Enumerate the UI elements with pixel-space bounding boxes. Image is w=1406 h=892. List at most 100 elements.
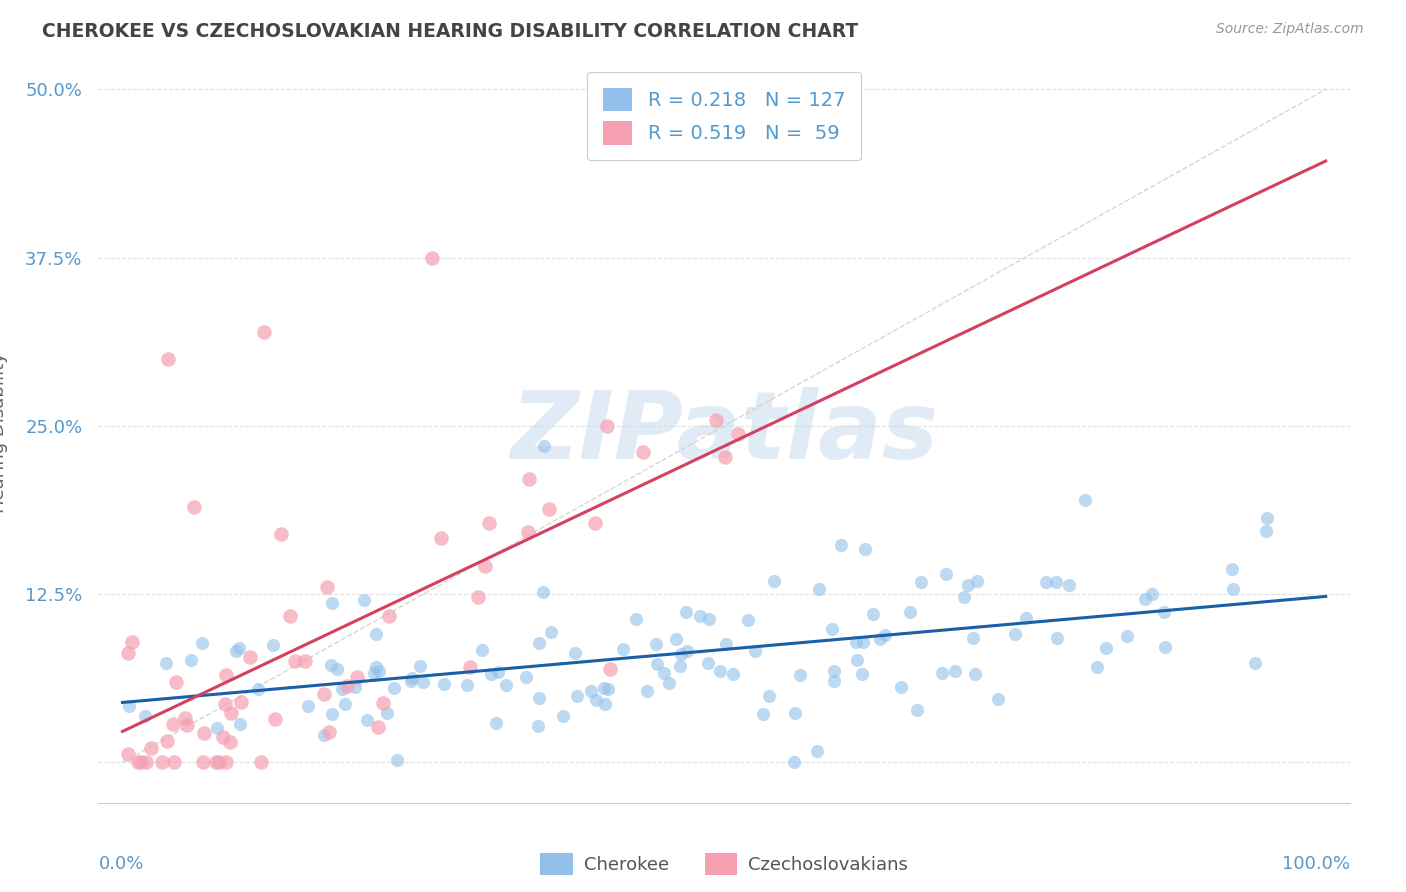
- Point: [129, 756, 152, 770]
- Point: [321, 707, 343, 722]
- Point: [479, 666, 502, 681]
- Point: [709, 665, 731, 679]
- Point: [156, 734, 179, 748]
- Point: [190, 636, 212, 650]
- Text: 100.0%: 100.0%: [1282, 855, 1350, 872]
- Point: [478, 516, 501, 530]
- Point: [721, 667, 744, 681]
- Point: [219, 735, 242, 749]
- Text: ZIPatlas: ZIPatlas: [510, 386, 938, 479]
- Point: [430, 531, 453, 545]
- Point: [412, 674, 434, 689]
- Point: [527, 690, 550, 705]
- Point: [163, 756, 186, 770]
- Point: [807, 582, 830, 596]
- Point: [533, 585, 555, 599]
- Point: [986, 691, 1008, 706]
- Point: [875, 628, 897, 642]
- Point: [1045, 575, 1067, 590]
- Point: [583, 516, 606, 531]
- Point: [150, 756, 173, 770]
- Point: [330, 681, 353, 696]
- Point: [470, 643, 492, 657]
- Point: [631, 445, 654, 459]
- Point: [737, 613, 759, 627]
- Point: [966, 574, 988, 589]
- Point: [853, 541, 876, 556]
- Point: [263, 712, 285, 726]
- Point: [821, 622, 844, 636]
- Point: [262, 638, 284, 652]
- Point: [318, 725, 340, 739]
- Point: [231, 695, 253, 709]
- Point: [806, 743, 828, 757]
- Point: [1133, 591, 1156, 606]
- Point: [456, 678, 478, 692]
- Point: [387, 753, 409, 767]
- Point: [1256, 511, 1278, 525]
- Point: [121, 635, 143, 649]
- Point: [270, 526, 292, 541]
- Text: 0.0%: 0.0%: [98, 855, 143, 872]
- Point: [697, 656, 720, 670]
- Point: [335, 697, 357, 711]
- Point: [905, 703, 928, 717]
- Point: [284, 654, 307, 668]
- Point: [1142, 586, 1164, 600]
- Point: [165, 675, 187, 690]
- Point: [321, 596, 343, 610]
- Point: [553, 709, 575, 723]
- Point: [207, 721, 229, 735]
- Point: [155, 657, 177, 671]
- Point: [675, 605, 697, 619]
- Point: [297, 698, 319, 713]
- Point: [183, 500, 205, 514]
- Point: [598, 681, 620, 696]
- Point: [1254, 524, 1277, 538]
- Point: [956, 578, 979, 592]
- Point: [644, 636, 666, 650]
- Legend: Cherokee, Czechoslovakians: Cherokee, Czechoslovakians: [533, 847, 915, 882]
- Point: [1074, 492, 1097, 507]
- Point: [495, 678, 517, 692]
- Point: [599, 662, 621, 676]
- Point: [1153, 640, 1175, 654]
- Point: [1153, 605, 1175, 619]
- Point: [744, 644, 766, 658]
- Point: [409, 659, 432, 673]
- Point: [208, 756, 231, 770]
- Point: [326, 662, 349, 676]
- Point: [474, 559, 496, 574]
- Point: [540, 624, 562, 639]
- Point: [433, 677, 456, 691]
- Point: [343, 680, 366, 694]
- Point: [253, 325, 276, 339]
- Point: [204, 756, 226, 770]
- Point: [336, 679, 359, 693]
- Point: [467, 591, 489, 605]
- Point: [527, 719, 550, 733]
- Point: [624, 612, 647, 626]
- Point: [139, 740, 162, 755]
- Point: [533, 439, 555, 453]
- Point: [676, 644, 699, 658]
- Point: [229, 716, 252, 731]
- Point: [176, 718, 198, 732]
- Point: [239, 649, 262, 664]
- Point: [846, 653, 869, 667]
- Point: [593, 681, 616, 695]
- Point: [669, 659, 692, 673]
- Point: [758, 690, 780, 704]
- Point: [315, 580, 337, 594]
- Point: [935, 566, 957, 581]
- Point: [219, 706, 242, 721]
- Point: [485, 716, 508, 731]
- Point: [564, 646, 586, 660]
- Text: Source: ZipAtlas.com: Source: ZipAtlas.com: [1216, 22, 1364, 37]
- Point: [134, 709, 156, 723]
- Point: [783, 706, 806, 721]
- Point: [366, 660, 388, 674]
- Point: [595, 697, 617, 711]
- Point: [1059, 577, 1081, 591]
- Point: [162, 717, 184, 731]
